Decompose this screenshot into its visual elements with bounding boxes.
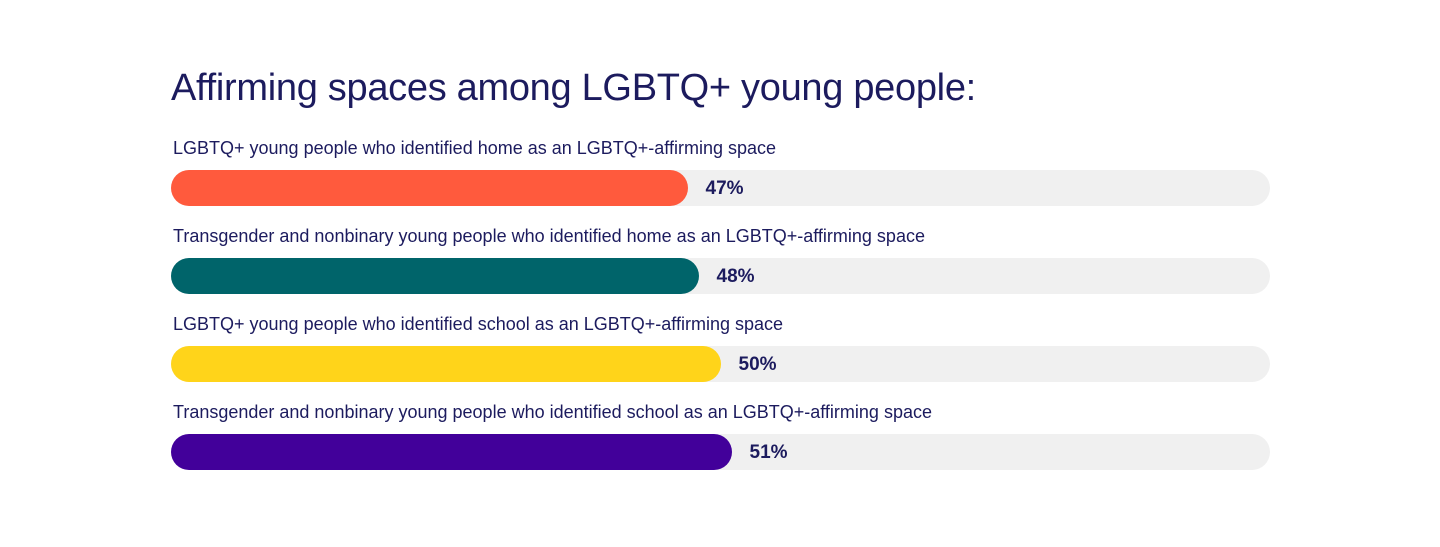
bar-row: LGBTQ+ young people who identified schoo… bbox=[171, 312, 1271, 388]
bar-row: LGBTQ+ young people who identified home … bbox=[171, 136, 1271, 212]
bar-row: Transgender and nonbinary young people w… bbox=[171, 224, 1271, 300]
bar-label: Transgender and nonbinary young people w… bbox=[173, 226, 925, 246]
bar-track: 51% bbox=[171, 434, 1270, 470]
bar-value-label: 48% bbox=[716, 266, 755, 287]
bar-track: 50% bbox=[171, 346, 1270, 382]
bar-value-label: 50% bbox=[738, 354, 777, 375]
bar-track: 47% bbox=[171, 170, 1270, 206]
bar-fill bbox=[171, 434, 732, 470]
bar-value-label: 51% bbox=[749, 442, 788, 463]
chart-title: Affirming spaces among LGBTQ+ young peop… bbox=[171, 67, 976, 109]
bar-track: 48% bbox=[171, 258, 1270, 294]
bar-value-label: 47% bbox=[705, 178, 744, 199]
bar-fill bbox=[171, 170, 688, 206]
bar-label: LGBTQ+ young people who identified home … bbox=[173, 138, 777, 158]
bar-label: Transgender and nonbinary young people w… bbox=[173, 402, 932, 422]
bar-fill bbox=[171, 258, 699, 294]
bar-fill bbox=[171, 346, 721, 382]
bar-label: LGBTQ+ young people who identified schoo… bbox=[173, 314, 784, 334]
bar-row: Transgender and nonbinary young people w… bbox=[171, 400, 1271, 476]
